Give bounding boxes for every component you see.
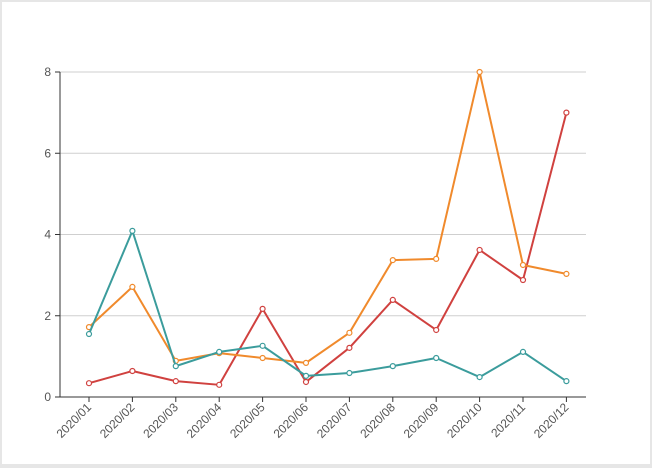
data-point[interactable] xyxy=(389,256,396,264)
data-point[interactable] xyxy=(563,270,570,278)
y-tick-label: 4 xyxy=(44,228,51,242)
series-line xyxy=(88,229,567,382)
data-point[interactable] xyxy=(346,344,353,351)
data-point[interactable] xyxy=(172,378,179,385)
y-tick-label: 6 xyxy=(44,146,51,160)
data-point[interactable] xyxy=(476,68,483,76)
data-point[interactable] xyxy=(346,329,353,336)
x-tick-label: 2020/08 xyxy=(357,400,398,441)
data-point[interactable] xyxy=(302,378,310,386)
data-point[interactable] xyxy=(85,330,93,338)
x-tick-label: 2020/05 xyxy=(227,400,268,441)
data-point[interactable] xyxy=(302,359,310,366)
data-point[interactable] xyxy=(433,326,440,334)
gridlines xyxy=(60,71,586,317)
data-point[interactable] xyxy=(389,363,396,370)
data-point[interactable] xyxy=(129,367,136,375)
x-tick-label: 2020/01 xyxy=(54,400,95,441)
x-tick-label: 2020/04 xyxy=(184,400,225,441)
data-point[interactable] xyxy=(259,354,266,362)
series-teal xyxy=(85,227,570,385)
y-axis: 0 2 4 6 8 xyxy=(44,65,61,404)
data-point[interactable] xyxy=(85,380,93,387)
x-axis: 2020/01 2020/02 2020/03 2020/04 2020/05 2020/… xyxy=(54,396,586,441)
x-tick-label: 2020/02 xyxy=(97,400,138,441)
data-point[interactable] xyxy=(563,109,570,116)
data-point[interactable] xyxy=(433,255,440,262)
series-red xyxy=(85,109,570,388)
x-tick-label: 2020/09 xyxy=(401,400,442,441)
x-tick-label: 2020/06 xyxy=(271,400,312,441)
x-tick-label: 2020/10 xyxy=(444,400,485,441)
data-point[interactable] xyxy=(259,342,266,349)
data-point[interactable] xyxy=(476,246,483,254)
data-point[interactable] xyxy=(519,261,527,269)
data-point[interactable] xyxy=(216,381,223,388)
data-point[interactable] xyxy=(519,276,527,284)
data-point[interactable] xyxy=(563,378,570,385)
series-line xyxy=(88,71,567,364)
data-point[interactable] xyxy=(346,369,353,377)
data-point[interactable] xyxy=(302,372,310,379)
y-tick-label: 0 xyxy=(44,390,51,404)
y-tick-label: 2 xyxy=(44,309,51,323)
x-tick-label: 2020/03 xyxy=(140,400,181,441)
data-point[interactable] xyxy=(433,354,440,362)
data-point[interactable] xyxy=(129,283,136,291)
data-point[interactable] xyxy=(519,348,527,356)
x-tick-label: 2020/07 xyxy=(314,400,355,441)
data-point[interactable] xyxy=(129,227,136,234)
x-tick-label: 2020/12 xyxy=(531,400,572,441)
series-line xyxy=(88,112,568,386)
data-point[interactable] xyxy=(389,296,396,304)
series-orange xyxy=(85,68,570,366)
x-tick-label: 2020/11 xyxy=(488,400,528,440)
y-tick-label: 8 xyxy=(44,65,51,79)
series-lines xyxy=(85,68,570,388)
data-point[interactable] xyxy=(172,363,179,370)
data-point[interactable] xyxy=(476,373,483,381)
data-point[interactable] xyxy=(259,305,266,312)
data-point[interactable] xyxy=(216,348,223,356)
